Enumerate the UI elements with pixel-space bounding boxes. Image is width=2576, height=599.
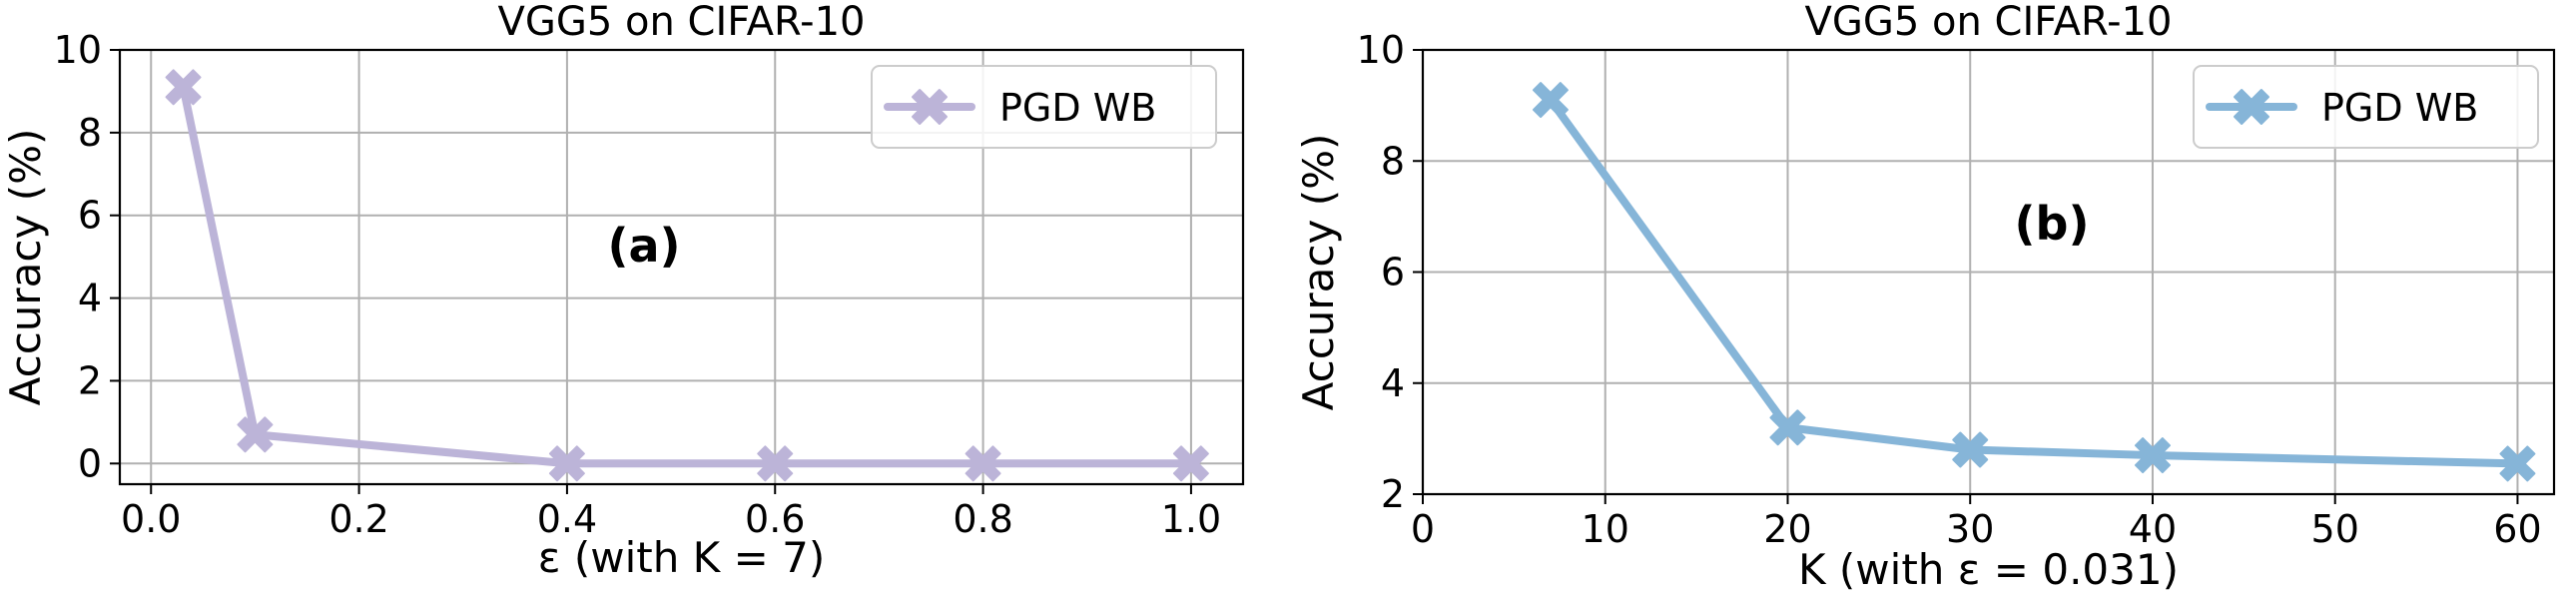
x-tick-label: 0.4 bbox=[537, 497, 597, 541]
x-tick-label: 40 bbox=[2129, 507, 2177, 551]
chart-panel-2: 0 10 20 30 40 50 60 2 4 6 8 10 VGG5 on CIFAR-10 (b) K … bbox=[1294, 0, 2556, 594]
x-tick-label: 20 bbox=[1763, 507, 1811, 551]
x-tick-label: 0.2 bbox=[328, 497, 388, 541]
legend-box bbox=[2193, 65, 2539, 149]
data-point-marker bbox=[1952, 431, 1989, 468]
x-tick-label: 50 bbox=[2311, 507, 2359, 551]
legend-marker bbox=[2234, 89, 2269, 125]
panel-label: (a) bbox=[607, 219, 680, 273]
x-tick-label: 30 bbox=[1946, 507, 1994, 551]
x-axis-label: ε (with K = 7) bbox=[538, 533, 825, 582]
legend: PGD WB bbox=[871, 65, 1217, 149]
data-point-marker bbox=[1769, 409, 1806, 446]
legend-label: PGD WB bbox=[999, 86, 1156, 130]
x-axis-label: K (with ε = 0.031) bbox=[1798, 545, 2179, 594]
y-tick-label: 10 bbox=[54, 28, 102, 72]
x-tick-label: 60 bbox=[2493, 507, 2541, 551]
chart-title: VGG5 on CIFAR-10 bbox=[1805, 0, 2173, 45]
data-point-marker bbox=[1172, 445, 1209, 482]
y-tick-label: 6 bbox=[78, 194, 102, 238]
y-axis-label: Accuracy (%) bbox=[1294, 134, 1343, 411]
panel-label: (b) bbox=[2015, 197, 2090, 251]
y-tick-label: 2 bbox=[1381, 472, 1405, 516]
data-point-marker bbox=[1532, 82, 1569, 119]
legend-box bbox=[871, 65, 1217, 149]
legend-label: PGD WB bbox=[2321, 86, 2478, 130]
x-tick-label: 0.6 bbox=[745, 497, 805, 541]
data-point-marker bbox=[965, 445, 1001, 482]
data-point-marker bbox=[548, 445, 585, 482]
plot-frame bbox=[1421, 48, 2556, 496]
chart-title: VGG5 on CIFAR-10 bbox=[498, 0, 866, 45]
x-tick-label: 0 bbox=[1411, 507, 1435, 551]
chart-panel-1: 0.0 0.2 0.4 0.6 0.8 1.0 0 2 4 6 8 10 VGG5 on CIFAR-1… bbox=[1, 0, 1245, 582]
y-tick-label: 2 bbox=[78, 358, 102, 402]
y-tick-label: 8 bbox=[78, 111, 102, 155]
x-tick-label: 10 bbox=[1582, 507, 1629, 551]
x-tick-label: 0.8 bbox=[953, 497, 1012, 541]
y-axis-label: Accuracy (%) bbox=[1, 129, 50, 406]
data-point-marker bbox=[2134, 437, 2171, 474]
x-tick-label: 1.0 bbox=[1161, 497, 1221, 541]
y-tick-label: 10 bbox=[1357, 28, 1405, 72]
data-point-marker bbox=[757, 445, 794, 482]
y-tick-label: 4 bbox=[78, 277, 102, 320]
y-tick-label: 8 bbox=[1381, 139, 1405, 183]
y-tick-label: 0 bbox=[78, 441, 102, 485]
series-line-1 bbox=[179, 83, 1195, 468]
data-point-marker bbox=[165, 69, 202, 106]
data-point-marker bbox=[2499, 445, 2536, 482]
x-tick-label: 0.0 bbox=[121, 497, 181, 541]
data-point-marker bbox=[237, 416, 274, 453]
legend-marker bbox=[912, 89, 948, 125]
plot-frame bbox=[118, 48, 1245, 486]
y-tick-label: 4 bbox=[1381, 361, 1405, 405]
y-tick-label: 6 bbox=[1381, 251, 1405, 295]
series-line-1 bbox=[1546, 96, 2522, 468]
legend: PGD WB bbox=[2193, 65, 2539, 149]
